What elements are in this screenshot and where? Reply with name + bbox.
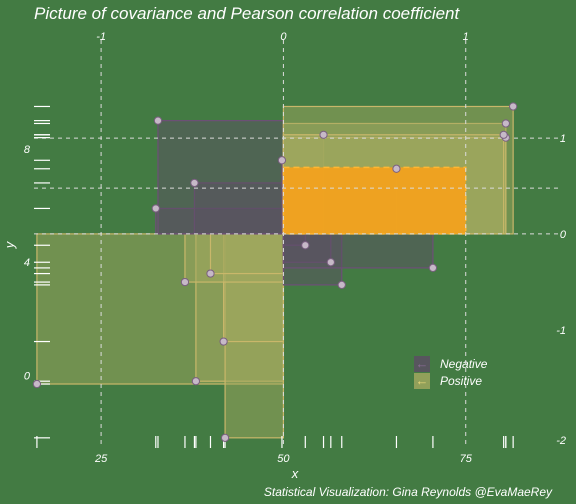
y-tick-label: 0 [24,371,31,383]
legend-item-negative: ← Negative [414,356,488,372]
legend: ← Negative ← Positive [414,356,488,389]
data-point [319,130,328,139]
x-tick-label: 50 [277,453,290,465]
negative-deviation-rect [282,233,434,269]
sd-product-rect [282,166,467,235]
caption: Statistical Visualization: Gina Reynolds… [264,485,553,499]
top-tick-label: 1 [463,31,469,43]
legend-label-positive: Positive [440,374,482,388]
y-tick-label: 8 [24,144,31,156]
top-tick-label: -1 [96,31,106,43]
legend-label-negative: Negative [440,357,488,371]
arrow-left-icon: ← [416,356,429,371]
top-tick-label: 0 [280,31,287,43]
data-point [501,119,510,128]
data-point [499,130,508,139]
data-point [219,337,228,346]
right-tick-label: 1 [560,133,566,145]
data-point [428,263,438,273]
data-point [151,204,160,213]
data-points [32,102,518,442]
data-point [180,277,190,287]
x-axis-label: x [291,466,299,481]
data-point [277,156,287,165]
data-point [32,379,42,389]
data-point [153,116,163,125]
legend-key-negative [414,356,430,372]
deviation-rectangles [36,105,514,439]
right-tick-label: -2 [556,435,566,447]
arrow-left-icon: ← [416,373,429,388]
data-point [301,241,310,250]
data-point [190,178,199,188]
data-point [509,102,518,111]
data-point [206,269,215,278]
data-point [326,258,335,267]
data-point [392,164,401,173]
positive-deviation-rect [209,233,285,275]
chart-title: Picture of covariance and Pearson correl… [34,4,461,23]
data-point [337,280,346,289]
x-tick-label: 25 [94,453,108,465]
y-tick-label: 4 [24,257,30,269]
rug-marks [34,105,514,448]
mean-sd-rectangle [282,166,467,235]
x-tick-label: 75 [460,453,473,465]
y-axis-label: y [2,240,17,249]
legend-key-positive [414,373,430,389]
legend-item-positive: ← Positive [414,373,482,389]
mean-sd-guide-lines [34,40,562,448]
data-point [220,433,230,442]
right-tick-label: 0 [560,229,567,241]
right-tick-label: -1 [556,325,566,337]
data-point [191,377,201,386]
